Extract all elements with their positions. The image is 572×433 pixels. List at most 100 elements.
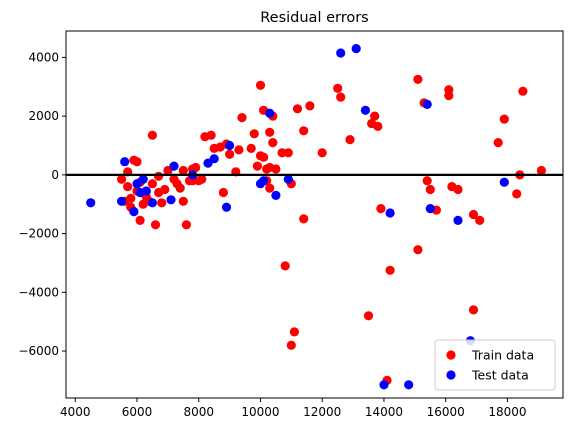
data-point xyxy=(246,143,256,153)
data-point xyxy=(117,196,127,206)
data-point xyxy=(178,196,188,206)
data-point xyxy=(259,152,269,162)
data-point xyxy=(289,327,299,337)
data-point xyxy=(197,174,207,184)
data-point xyxy=(147,179,157,189)
x-tick-label: 8000 xyxy=(183,405,214,419)
data-point xyxy=(317,148,327,158)
data-point xyxy=(141,186,151,196)
data-point xyxy=(363,311,374,321)
data-point xyxy=(271,164,281,174)
data-point xyxy=(221,202,232,212)
data-point xyxy=(160,184,170,195)
data-point xyxy=(126,193,136,203)
data-point xyxy=(129,207,139,217)
data-point xyxy=(166,195,176,205)
data-point xyxy=(373,121,383,131)
data-point xyxy=(286,340,296,350)
data-point xyxy=(120,157,130,167)
data-point xyxy=(268,138,278,148)
data-point xyxy=(518,86,528,96)
y-tick-label: −2000 xyxy=(18,227,59,241)
data-point xyxy=(292,104,303,114)
data-point xyxy=(379,380,389,390)
data-point xyxy=(218,187,228,198)
data-point xyxy=(453,215,463,225)
data-point xyxy=(265,127,275,137)
data-point xyxy=(178,165,188,176)
x-tick-label: 16000 xyxy=(427,405,465,419)
data-point xyxy=(209,154,219,164)
data-point xyxy=(444,91,454,101)
data-point xyxy=(336,48,346,58)
legend-box xyxy=(434,339,556,391)
data-point xyxy=(255,80,266,90)
data-point xyxy=(299,126,309,136)
data-point xyxy=(154,171,164,181)
y-tick-label: 0 xyxy=(51,168,59,182)
data-point xyxy=(385,208,395,218)
y-tick-label: 2000 xyxy=(28,109,59,123)
data-point xyxy=(86,198,96,208)
data-point xyxy=(283,148,293,158)
chart-title: Residual errors xyxy=(260,10,369,26)
axes-layer: 4000 6000 8000 10000 12000 14000 16000 18000 −60… xyxy=(18,30,564,419)
data-point xyxy=(181,220,191,230)
data-point xyxy=(453,184,463,195)
data-point xyxy=(333,83,343,93)
data-point xyxy=(169,161,179,171)
data-point xyxy=(422,99,432,109)
data-point xyxy=(305,101,315,111)
data-point xyxy=(123,182,133,192)
x-tick-label: 18000 xyxy=(488,405,526,419)
data-point xyxy=(225,149,235,159)
data-point xyxy=(280,261,290,271)
data-point xyxy=(370,111,380,121)
data-point xyxy=(413,74,423,84)
data-point xyxy=(135,215,145,225)
legend-label: Test data xyxy=(471,368,529,383)
data-point xyxy=(265,183,275,193)
data-point xyxy=(345,135,355,145)
data-point xyxy=(536,165,547,176)
data-point xyxy=(259,176,269,186)
data-point xyxy=(299,214,309,224)
x-tick-label: 4000 xyxy=(60,405,91,419)
data-point xyxy=(376,204,386,214)
data-point xyxy=(468,305,479,315)
data-point xyxy=(150,220,161,230)
data-point xyxy=(493,138,503,148)
data-point xyxy=(191,162,201,173)
data-point xyxy=(175,183,185,193)
points-layer xyxy=(86,44,547,390)
data-point xyxy=(499,177,509,187)
data-point xyxy=(385,265,395,275)
data-point xyxy=(147,130,157,140)
data-point xyxy=(234,145,244,155)
legend-marker xyxy=(446,370,456,380)
x-tick-label: 14000 xyxy=(365,405,403,419)
data-point xyxy=(425,184,435,195)
data-point xyxy=(271,190,281,200)
data-point xyxy=(138,174,148,184)
data-point xyxy=(249,129,259,139)
data-point xyxy=(475,215,485,225)
data-point xyxy=(265,108,275,118)
data-point xyxy=(468,209,479,220)
data-point xyxy=(117,174,127,184)
data-point xyxy=(422,176,432,186)
data-point xyxy=(512,189,522,199)
y-tick-label: 4000 xyxy=(28,50,59,64)
legend: Train data Test data xyxy=(434,339,556,391)
data-point xyxy=(147,198,157,208)
data-point xyxy=(225,140,235,151)
y-tick-label: −4000 xyxy=(18,285,59,299)
data-point xyxy=(206,130,216,140)
data-point xyxy=(404,380,414,390)
data-point xyxy=(237,113,247,123)
data-point xyxy=(413,245,423,255)
data-point xyxy=(499,114,509,124)
series-train-data xyxy=(117,74,547,385)
x-tick-label: 12000 xyxy=(303,405,341,419)
